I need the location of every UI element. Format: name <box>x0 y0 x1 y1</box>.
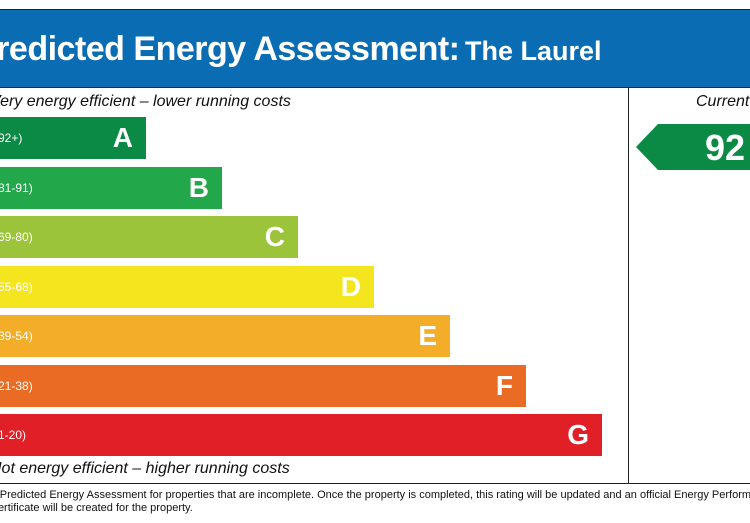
rating-band-d: (55-68) D <box>0 265 374 308</box>
current-rating-frame <box>628 87 750 484</box>
band-letter: F <box>495 369 513 401</box>
rating-band-f: (21-38) F <box>0 364 526 407</box>
inefficient-caption: Not energy efficient – higher running co… <box>0 460 290 477</box>
footnote-line-2: Certificate will be created for the prop… <box>0 502 193 514</box>
property-name: The Laurel <box>465 36 602 66</box>
rating-band-a: (92+) A <box>0 117 146 159</box>
page-title: Predicted Energy Assessment: <box>0 30 460 68</box>
rating-band-c: (69-80) C <box>0 216 298 258</box>
current-column-label: Current <box>696 93 750 110</box>
band-letter: D <box>340 270 361 302</box>
efficient-caption: Very energy efficient – lower running co… <box>0 93 291 110</box>
rating-band-g: (1-20) G <box>0 414 602 456</box>
current-rating-arrow-shape <box>636 124 750 170</box>
footnote: A Predicted Energy Assessment for proper… <box>0 489 750 515</box>
band-range-label: (1-20) <box>0 428 27 442</box>
current-rating-value: 92 <box>705 127 746 168</box>
band-letter: E <box>418 320 437 351</box>
band-range-label: (55-68) <box>0 279 33 294</box>
band-range-label: (21-38) <box>0 378 33 393</box>
band-letter: B <box>188 171 209 203</box>
band-range-label: (81-91) <box>0 180 33 195</box>
rating-band-b: (81-91) B <box>0 166 222 209</box>
band-letter: C <box>264 221 285 252</box>
rating-chart-frame <box>0 87 629 484</box>
band-letter: A <box>112 122 133 153</box>
band-range-label: (92+) <box>0 131 23 145</box>
footnote-line-1: A Predicted Energy Assessment for proper… <box>0 489 750 501</box>
band-range-label: (39-54) <box>0 329 33 343</box>
header-bar: Predicted Energy Assessment: The Laurel <box>0 9 750 88</box>
band-letter: G <box>567 419 589 450</box>
current-rating-arrow: 92 <box>636 124 750 170</box>
band-range-label: (69-80) <box>0 230 33 244</box>
rating-band-e: (39-54) E <box>0 315 450 357</box>
